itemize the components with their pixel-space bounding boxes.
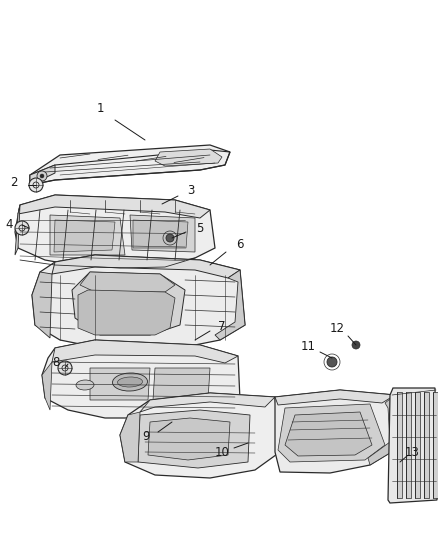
Text: 2: 2 <box>10 176 18 190</box>
Polygon shape <box>30 145 230 185</box>
Polygon shape <box>368 395 398 465</box>
Ellipse shape <box>117 377 142 387</box>
Polygon shape <box>80 272 175 292</box>
Ellipse shape <box>113 373 148 391</box>
Text: 11: 11 <box>300 341 315 353</box>
Polygon shape <box>78 290 175 335</box>
Circle shape <box>37 171 47 181</box>
Polygon shape <box>148 418 230 460</box>
Polygon shape <box>120 393 280 478</box>
Text: 1: 1 <box>96 101 104 115</box>
Polygon shape <box>133 220 188 248</box>
Circle shape <box>327 357 337 367</box>
Text: 8: 8 <box>52 356 60 368</box>
Polygon shape <box>72 272 185 335</box>
Polygon shape <box>138 410 250 468</box>
Circle shape <box>29 178 43 192</box>
Circle shape <box>352 341 360 349</box>
Polygon shape <box>415 392 420 498</box>
Circle shape <box>166 234 174 242</box>
Polygon shape <box>406 392 411 498</box>
Polygon shape <box>52 340 238 363</box>
Polygon shape <box>120 412 140 462</box>
Polygon shape <box>50 215 125 255</box>
Polygon shape <box>153 368 210 400</box>
Text: 13: 13 <box>405 447 420 459</box>
Circle shape <box>15 221 29 235</box>
Text: 9: 9 <box>142 431 150 443</box>
Polygon shape <box>433 392 438 498</box>
Text: 7: 7 <box>218 320 226 334</box>
Polygon shape <box>90 368 150 400</box>
Polygon shape <box>32 255 245 348</box>
Polygon shape <box>42 362 52 410</box>
Polygon shape <box>42 340 240 418</box>
Polygon shape <box>130 215 195 252</box>
Polygon shape <box>15 195 215 268</box>
Circle shape <box>40 174 44 178</box>
Polygon shape <box>424 392 429 498</box>
Polygon shape <box>275 390 395 405</box>
Polygon shape <box>275 390 398 473</box>
Polygon shape <box>278 404 385 462</box>
Ellipse shape <box>76 380 94 390</box>
Polygon shape <box>215 270 245 340</box>
Polygon shape <box>15 205 20 255</box>
Circle shape <box>58 361 72 375</box>
Text: 6: 6 <box>236 238 244 252</box>
Polygon shape <box>18 195 210 218</box>
Polygon shape <box>285 412 372 456</box>
Polygon shape <box>30 165 55 185</box>
Polygon shape <box>52 255 240 278</box>
Text: 3: 3 <box>187 183 194 197</box>
Text: 5: 5 <box>196 222 204 235</box>
Polygon shape <box>397 392 402 498</box>
Text: 12: 12 <box>329 321 345 335</box>
Text: 10: 10 <box>215 446 230 458</box>
Text: 4: 4 <box>5 219 13 231</box>
Polygon shape <box>54 220 115 252</box>
Polygon shape <box>155 149 222 166</box>
Polygon shape <box>388 388 437 503</box>
Polygon shape <box>140 393 275 412</box>
Polygon shape <box>32 272 52 338</box>
